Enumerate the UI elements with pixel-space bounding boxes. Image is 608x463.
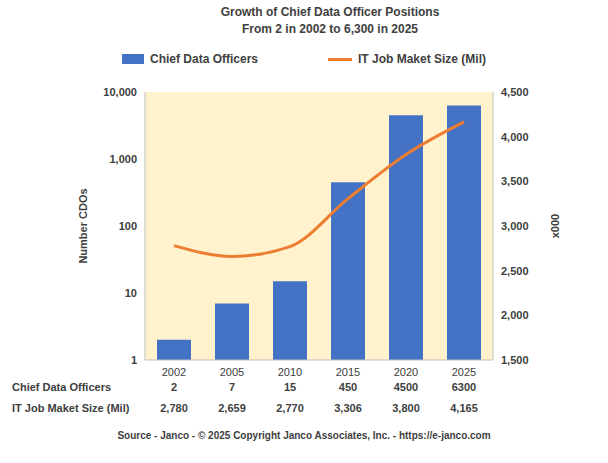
html-text:3,306: 3,306 [334,402,362,414]
html-text:15: 15 [283,381,297,393]
html-text:6300: 6300 [451,381,477,393]
svg-text:3,000: 3,000 [501,220,529,232]
svg-text:Number CDOs: Number CDOs [77,188,89,263]
html-text:Chief Data Officers: Chief Data Officers [12,381,111,393]
html-text:IT Job Maket Size (Mil): IT Job Maket Size (Mil) [12,402,130,414]
html-text:4500: 4500 [393,381,419,393]
html-text:2: 2 [170,381,178,393]
svg-text:4,500: 4,500 [501,86,529,98]
svg-text:2010: 2010 [278,366,302,378]
svg-text:2020: 2020 [394,366,418,378]
svg-text:4,000: 4,000 [501,131,529,143]
html-text:2,659: 2,659 [218,402,246,414]
svg-text:10,000: 10,000 [103,86,137,98]
html-text:Growth of Chief Data Officer P: Growth of Chief Data Officer Positions [220,5,440,19]
svg-text:2,500: 2,500 [501,265,529,277]
html-text:2,770: 2,770 [276,402,304,414]
svg-text:2015: 2015 [336,366,360,378]
html-text:3,800: 3,800 [392,402,420,414]
svg-text:2005: 2005 [220,366,244,378]
svg-text:3,500: 3,500 [501,175,529,187]
svg-text:x000: x000 [549,214,561,238]
svg-text:100: 100 [119,220,137,232]
svg-text:2002: 2002 [162,366,186,378]
svg-text:1: 1 [131,354,137,366]
html-text:IT Job Maket Size (Mil): IT Job Maket Size (Mil) [358,52,486,66]
svg-text:1,500: 1,500 [501,354,529,366]
html-text:450: 450 [338,381,358,393]
svg-text:1,000: 1,000 [109,153,137,165]
html-text:4,165: 4,165 [450,402,478,414]
html-text:Chief Data Officers: Chief Data Officers [150,52,258,66]
html-text:7: 7 [228,381,236,393]
html-text:From 2 in 2002 to 6,300 in 202: From 2 in 2002 to 6,300 in 2025 [242,22,418,36]
html-text:Source - Janco - © 2025 Copyri: Source - Janco - © 2025 Copyright Janco … [117,430,491,441]
svg-text:2025: 2025 [452,366,476,378]
svg-text:2,000: 2,000 [501,309,529,321]
html-text:2,780: 2,780 [160,402,188,414]
svg-text:10: 10 [125,287,137,299]
